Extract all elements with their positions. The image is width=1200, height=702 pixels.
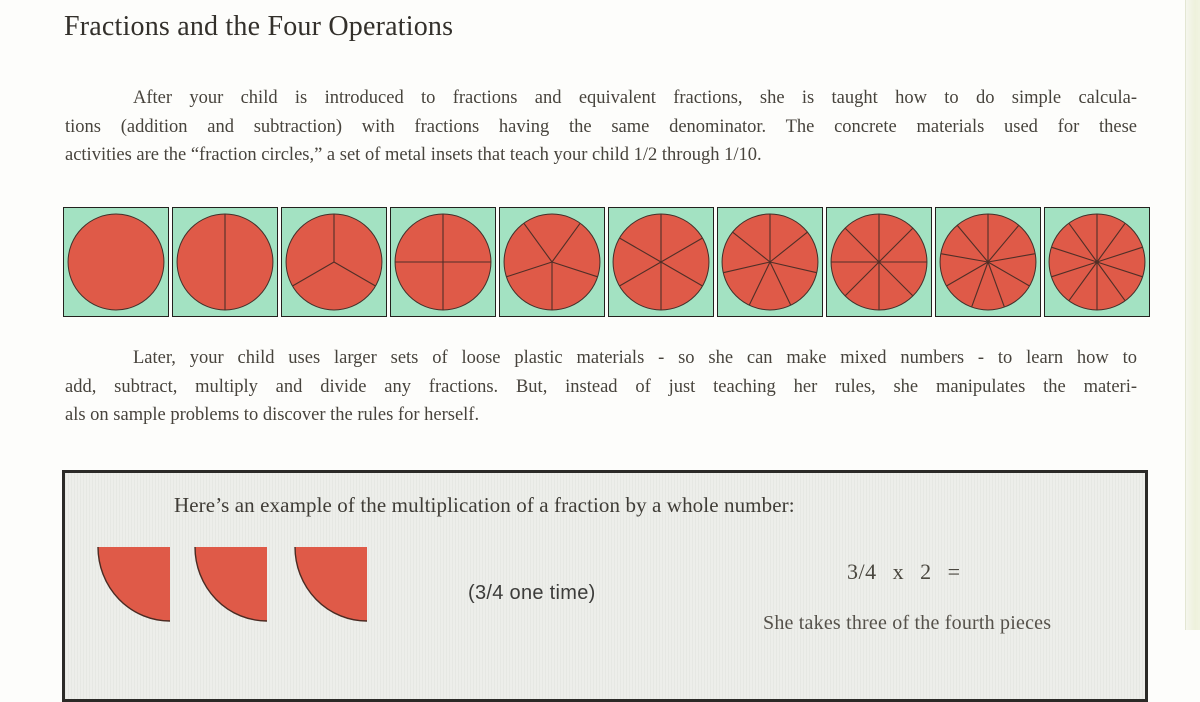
fraction-tile-9 — [935, 207, 1041, 317]
fraction-tile-4 — [390, 207, 496, 317]
example-box: Here’s an example of the multiplication … — [62, 470, 1148, 702]
fraction-circle-5-parts — [503, 213, 601, 311]
fraction-circle-3-parts — [285, 213, 383, 311]
paragraph-line: Later, your child uses larger sets of lo… — [133, 348, 1137, 368]
fraction-circle-4-parts — [394, 213, 492, 311]
fraction-tile-2 — [172, 207, 278, 317]
paragraph-line: als on sample problems to discover the r… — [65, 405, 480, 426]
paragraph-line: tions (addition and subtraction) with fr… — [65, 116, 1137, 137]
pieces-caption: (3/4 one time) — [468, 582, 596, 604]
fraction-circles-strip — [63, 207, 1150, 317]
fraction-circle-2-parts — [176, 213, 274, 311]
fraction-circle-7-parts — [721, 213, 819, 311]
quarter-circle-piece — [294, 546, 368, 622]
quarter-circle-shape — [294, 546, 368, 622]
fraction-tile-8 — [826, 207, 932, 317]
fraction-tile-5 — [499, 207, 605, 317]
fraction-tile-1 — [63, 207, 169, 317]
fraction-circle-8-parts — [830, 213, 928, 311]
scan-edge-strip — [1185, 0, 1200, 630]
multiplication-equation: 3/4 x 2 = — [847, 559, 961, 584]
fraction-circle-6-parts — [612, 213, 710, 311]
scanned-document-page: Fractions and the Four Operations After … — [62, 0, 1200, 702]
example-heading: Here’s an example of the multiplication … — [174, 493, 795, 517]
paragraph-line: add, subtract, multiply and divide any f… — [65, 376, 1137, 397]
paragraph-intro: After your child is introduced to fracti… — [65, 84, 1137, 170]
paragraph-line: After your child is introduced to fracti… — [133, 88, 1137, 108]
page-title: Fractions and the Four Operations — [64, 11, 454, 42]
fraction-pieces-group — [65, 473, 1145, 699]
quarter-circle-piece — [194, 546, 268, 622]
quarter-circle-piece — [97, 546, 171, 622]
quarter-circle-shape — [97, 546, 171, 622]
continuation-text: She takes three of the fourth pieces — [763, 612, 1052, 634]
fraction-tile-6 — [608, 207, 714, 317]
fraction-circle-10-parts — [1048, 213, 1146, 311]
fraction-tile-10 — [1044, 207, 1150, 317]
fraction-tile-3 — [281, 207, 387, 317]
paragraph-line: activities are the “fraction circles,” a… — [65, 145, 762, 166]
quarter-circle-shape — [194, 546, 268, 622]
fraction-circle-1-parts — [67, 213, 165, 311]
fraction-tile-7 — [717, 207, 823, 317]
fraction-circle-9-parts — [939, 213, 1037, 311]
paragraph-materials: Later, your child uses larger sets of lo… — [65, 344, 1137, 430]
